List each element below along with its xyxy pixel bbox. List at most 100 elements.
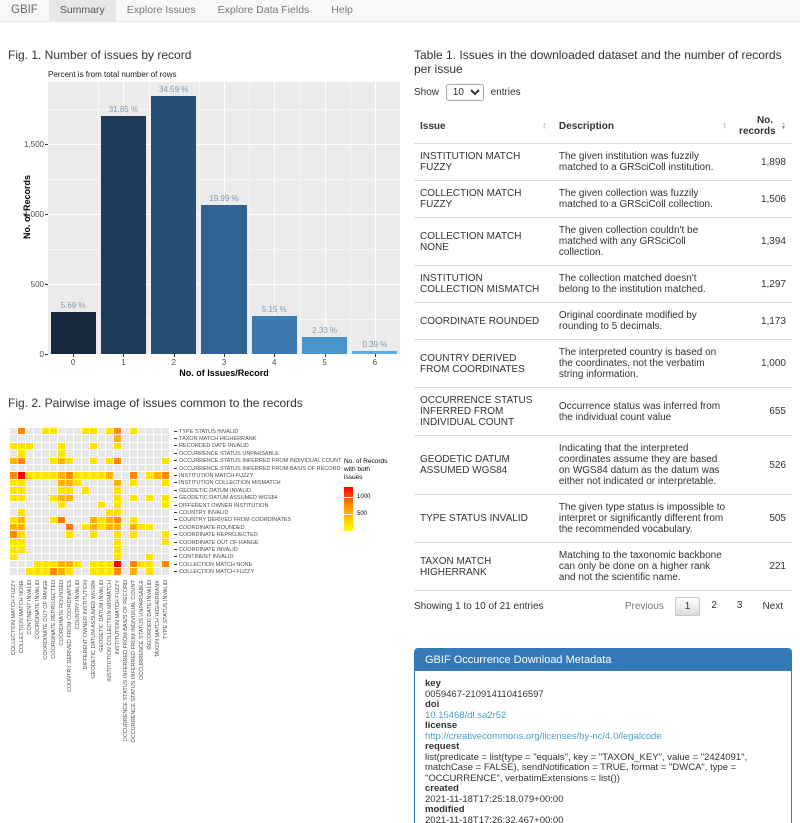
heatmap-cell [154,435,161,442]
heatmap-cell [98,428,105,435]
heatmap-cell [122,553,129,561]
heatmap-cell [130,501,137,509]
heatmap-cell [106,472,113,479]
heatmap-cell [98,553,105,561]
heatmap-cell [66,568,73,575]
heatmap-cell [18,487,25,494]
navbar: GBIF Summary Explore Issues Explore Data F… [0,0,800,22]
heatmap-cell [122,487,129,494]
heatmap-cell [58,435,65,442]
pagination-previous[interactable]: Previous [624,601,664,612]
heatmap-row-label: RECORDED DATE INVALID [174,443,249,449]
heatmap-cell [146,435,153,442]
entries-select[interactable]: 10 [445,84,484,101]
heatmap-cell [114,494,121,501]
column-header-no-records[interactable]: No. records ▲ ▼ [733,109,792,144]
heatmap-cell [138,538,145,546]
heatmap-cell [42,472,49,479]
page-button-1[interactable]: 1 [674,597,701,616]
heatmap-cell [50,516,57,524]
heatmap-cell [26,553,33,561]
heatmap-cell [66,494,73,501]
tab-summary[interactable]: Summary [48,0,116,21]
metadata-value-doi-link[interactable]: 10.15468/dl.sa2r52 [425,709,507,721]
heatmap-cell [154,501,161,509]
heatmap-cell [42,494,49,501]
column-header-description[interactable]: Description ▲ ▼ [552,109,734,144]
description-cell: The given type status is impossible to i… [552,494,734,543]
pagination-next[interactable]: Next [762,601,783,612]
heatmap-cell [98,494,105,501]
bar-3-issues [201,204,247,354]
heatmap-cell [42,516,49,524]
heatmap-row-label: GEODETIC DATUM ASSUMED WGS84 [174,495,278,501]
app-brand[interactable]: GBIF [11,4,38,16]
heatmap-cell [154,472,161,479]
records-cell: 1,000 [733,339,792,388]
records-cell: 1,506 [733,180,792,218]
heatmap-cell [34,568,41,575]
heatmap-column-label: OCCURRENCE STATUS INFERRED FROM BASIS OF… [122,580,129,742]
heatmap-column-label: OCCURRENCE STATUS UNPARSABLE [138,580,145,680]
heatmap-cell [98,435,105,442]
heatmap-cell [34,531,41,538]
heatmap-legend: No. of Records with both issues 1000 500 [344,458,408,531]
y-tick-label: 1,000 [23,209,44,219]
heatmap-legend-title: No. of Records with both issues [344,458,408,482]
heatmap-cell [162,546,169,553]
metadata-value-license-link[interactable]: http://creativecommons.org/licenses/by-n… [425,730,662,742]
issue-cell: INSTITUTION MATCH FUZZY [414,143,553,181]
heatmap-cell [74,501,81,509]
tab-explore-data-fields[interactable]: Explore Data Fields [217,4,310,16]
heatmap-cell [146,457,153,464]
heatmap-cell [18,546,25,553]
column-header-issue[interactable]: Issue ▲ ▼ [414,109,553,144]
issue-cell: COLLECTION MATCH NONE [414,217,553,266]
heatmap-cell [74,479,81,487]
page-button-2[interactable]: 2 [711,600,717,611]
heatmap-cell [106,435,113,442]
heatmap-cell [66,538,73,546]
page-button-3[interactable]: 3 [736,600,743,611]
metadata-label-license: license [425,720,458,731]
tab-help[interactable]: Help [331,4,353,16]
x-tick-mark [73,354,75,357]
heatmap-cell [162,524,169,531]
heatmap-cell [146,531,153,538]
heatmap-cell [34,472,41,479]
table-row: COUNTRY DERIVED FROM COORDINATES The inte… [414,339,792,388]
heatmap-cell [138,472,145,479]
heatmap-cell [26,509,33,516]
heatmap-column-label: COORDINATE INVALID [34,580,41,639]
heatmap-cell [122,524,129,531]
heatmap-cell [130,531,137,538]
heatmap-cell [146,479,153,487]
heatmap-cell [66,428,73,435]
heatmap-cell [122,479,129,487]
records-cell: 1,898 [733,143,792,181]
heatmap-cell [90,553,97,561]
heatmap-cell [10,450,17,457]
heatmap-cell [98,516,105,524]
heatmap-cell [74,568,81,575]
issues-table: Issue ▲ ▼ Description ▲ ▼ No. records ▲ ▼ INSTIT… [414,109,792,591]
heatmap-cell [98,464,105,472]
heatmap-cell [42,509,49,516]
heatmap-cell [10,516,17,524]
fig1-panel [48,82,400,354]
heatmap-cell [58,428,65,435]
metadata-label-doi: doi [425,699,440,710]
heatmap-row-label: OCCURRENCE STATUS UNPARSABLE [174,451,279,457]
x-tick-label: 5 [322,358,327,367]
heatmap-cell [26,524,33,531]
heatmap-cell [26,435,33,442]
heatmap-cell [66,501,73,509]
records-cell: 221 [733,542,792,591]
records-cell: 526 [733,435,792,495]
gridline [274,82,276,354]
heatmap-row-label: TYPE STATUS INVALID [174,429,238,435]
bar-percent-label: 19.99 % [209,193,239,203]
tab-explore-issues[interactable]: Explore Issues [126,4,196,16]
heatmap-cell [162,516,169,524]
